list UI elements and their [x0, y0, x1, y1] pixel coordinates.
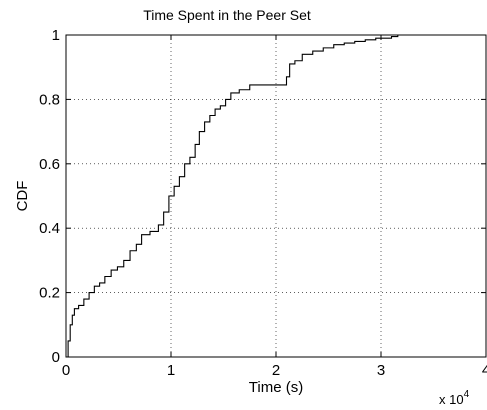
- y-tick-label: 0.4: [39, 220, 60, 237]
- x-tick-label: 3: [377, 362, 385, 379]
- x-multiplier-exponent: 4: [464, 389, 470, 400]
- y-tick-label: 0.8: [39, 91, 60, 108]
- x-tick-label: 1: [167, 362, 175, 379]
- x-tick-label: 2: [272, 362, 280, 379]
- tick-labels: 0 1 2 3 4 0 0.2 0.4 0.6 0.8 1: [39, 27, 487, 379]
- x-tick-label: 0: [62, 362, 70, 379]
- x-tick-label: 4: [482, 362, 487, 379]
- y-tick-label: 0.2: [39, 285, 60, 302]
- y-tick-label: 1: [52, 27, 60, 44]
- cdf-line: [66, 35, 399, 358]
- chart-title: Time Spent in the Peer Set: [143, 7, 311, 23]
- x-axis-label: Time (s): [249, 379, 303, 396]
- y-axis-label: CDF: [14, 181, 31, 212]
- grid: [66, 35, 486, 357]
- x-multiplier-base: x 10: [439, 392, 464, 407]
- series-layer: [66, 35, 399, 358]
- y-tick-label: 0.6: [39, 156, 60, 173]
- y-tick-label: 0: [52, 349, 60, 366]
- tick-marks: [65, 34, 487, 358]
- x-multiplier-label: x 104: [439, 389, 470, 407]
